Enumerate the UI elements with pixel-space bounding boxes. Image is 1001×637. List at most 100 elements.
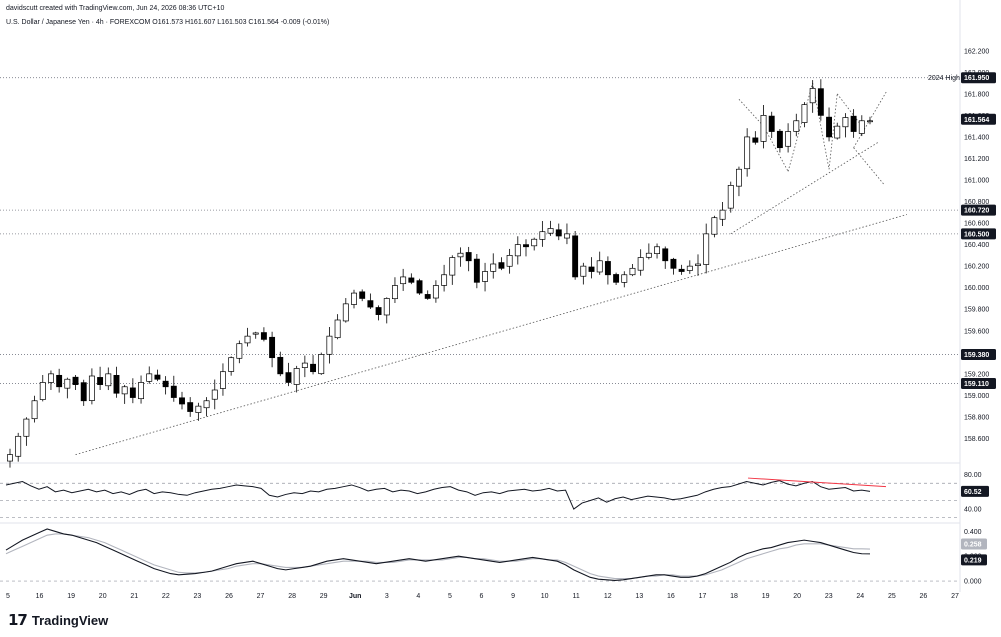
- price-tick-label: 161.400: [964, 134, 989, 141]
- price-level-label: 160.720: [964, 208, 989, 215]
- candle-up: [121, 386, 128, 395]
- price-tick-label: 161.800: [964, 91, 989, 98]
- candle-up: [39, 382, 46, 400]
- candle-up: [531, 238, 538, 247]
- candle-down: [416, 280, 423, 294]
- candle-down: [277, 356, 284, 375]
- candle-down: [424, 294, 431, 299]
- candle-down: [604, 261, 611, 276]
- candle-up: [727, 185, 734, 209]
- pattern-dashed-line: [836, 93, 863, 127]
- candle-up: [31, 400, 38, 420]
- price-level-label-bg: [961, 228, 996, 240]
- candle-up: [293, 368, 300, 385]
- rsi-line: [5, 480, 871, 510]
- candle-up: [564, 233, 570, 239]
- candle-up: [842, 117, 849, 128]
- price-grid: [0, 0, 961, 592]
- candle-up: [744, 136, 751, 170]
- candle-down: [670, 258, 677, 269]
- candle-up: [392, 285, 398, 300]
- candle-down: [187, 402, 194, 412]
- candle-up: [244, 335, 251, 344]
- time-tick-label: 20: [793, 593, 801, 600]
- candle-up: [539, 231, 546, 240]
- price-level-label-bg: [961, 378, 996, 390]
- candle-up: [490, 263, 497, 272]
- candle-down: [817, 88, 824, 116]
- created-by-text: davidscutt created with TradingView.com,…: [6, 5, 225, 12]
- price-level-label: 161.564: [964, 117, 989, 124]
- osc-value-label-bg: [961, 554, 987, 566]
- candle-up: [334, 319, 341, 339]
- price-tick-label: 159.200: [964, 371, 989, 378]
- candle-up: [703, 233, 710, 265]
- candle-up: [785, 131, 792, 147]
- candle-down: [72, 376, 79, 385]
- time-tick-label: 16: [36, 593, 44, 600]
- candle-up: [7, 454, 13, 462]
- candle-down: [154, 374, 161, 380]
- price-level-label-bg: [961, 113, 996, 125]
- time-tick-label: 25: [888, 593, 896, 600]
- candle-down: [752, 137, 759, 143]
- candle-down: [56, 374, 63, 388]
- time-tick-label: 26: [920, 593, 928, 600]
- candle-down: [826, 116, 832, 138]
- candle-down: [269, 336, 276, 359]
- candle-down: [408, 277, 415, 283]
- candle-up: [400, 276, 407, 285]
- projection-down-arrow: [853, 147, 886, 186]
- price-level-label: 159.380: [964, 352, 989, 359]
- price-tick-label: 158.800: [964, 414, 989, 421]
- candle-up: [236, 343, 243, 359]
- candle-down: [162, 380, 169, 388]
- price-level-label: 159.110: [964, 381, 989, 388]
- candle-up: [318, 354, 325, 375]
- candle-down: [555, 229, 562, 237]
- time-tick-label: 19: [762, 593, 770, 600]
- time-tick-label: 12: [604, 593, 612, 600]
- time-tick-label: 23: [825, 593, 833, 600]
- time-tick-label: 13: [635, 593, 643, 600]
- candle-up: [457, 252, 464, 258]
- time-tick-label: 16: [667, 593, 675, 600]
- brand-name: TradingView: [31, 612, 109, 628]
- price-tick-label: 160.000: [964, 285, 989, 292]
- tradingview-logo-icon: 17: [8, 611, 28, 629]
- candle-down: [170, 385, 177, 398]
- candle-up: [719, 209, 726, 220]
- time-tick-label: 24: [856, 593, 864, 600]
- rsi-value-label-bg: [961, 485, 989, 497]
- time-tick-label: 9: [511, 593, 515, 600]
- time-tick-label: 3: [385, 593, 389, 600]
- osc-main-line: [5, 528, 871, 581]
- time-tick-label: 18: [730, 593, 738, 600]
- rsi-value-label: 60.52: [964, 489, 982, 496]
- candle-up: [301, 362, 308, 368]
- time-tick-label: 28: [288, 593, 296, 600]
- tradingview-brand[interactable]: 17 TradingView: [8, 611, 108, 629]
- level-note-label: 2024 High: [928, 75, 960, 82]
- candle-down: [285, 372, 292, 383]
- candle-up: [195, 405, 202, 413]
- candle-up: [858, 120, 865, 134]
- candle-up: [686, 265, 693, 271]
- price-level-label: 161.950: [964, 75, 989, 82]
- price-tick-label: 160.400: [964, 242, 989, 249]
- price-tick-label: 159.600: [964, 328, 989, 335]
- candle-up: [383, 298, 390, 316]
- time-tick-label: 10: [541, 593, 549, 600]
- candle-down: [80, 382, 87, 402]
- candle-up: [760, 115, 767, 142]
- candle-up: [326, 335, 333, 355]
- candle-down: [260, 332, 267, 340]
- candle-down: [850, 115, 857, 132]
- osc-value-label: 0.219: [964, 557, 982, 564]
- price-tick-label: 158.600: [964, 436, 989, 443]
- price-tick-label: 159.000: [964, 393, 989, 400]
- time-tick-label: 4: [416, 593, 420, 600]
- candle-up: [252, 332, 259, 335]
- candle-up: [867, 120, 873, 123]
